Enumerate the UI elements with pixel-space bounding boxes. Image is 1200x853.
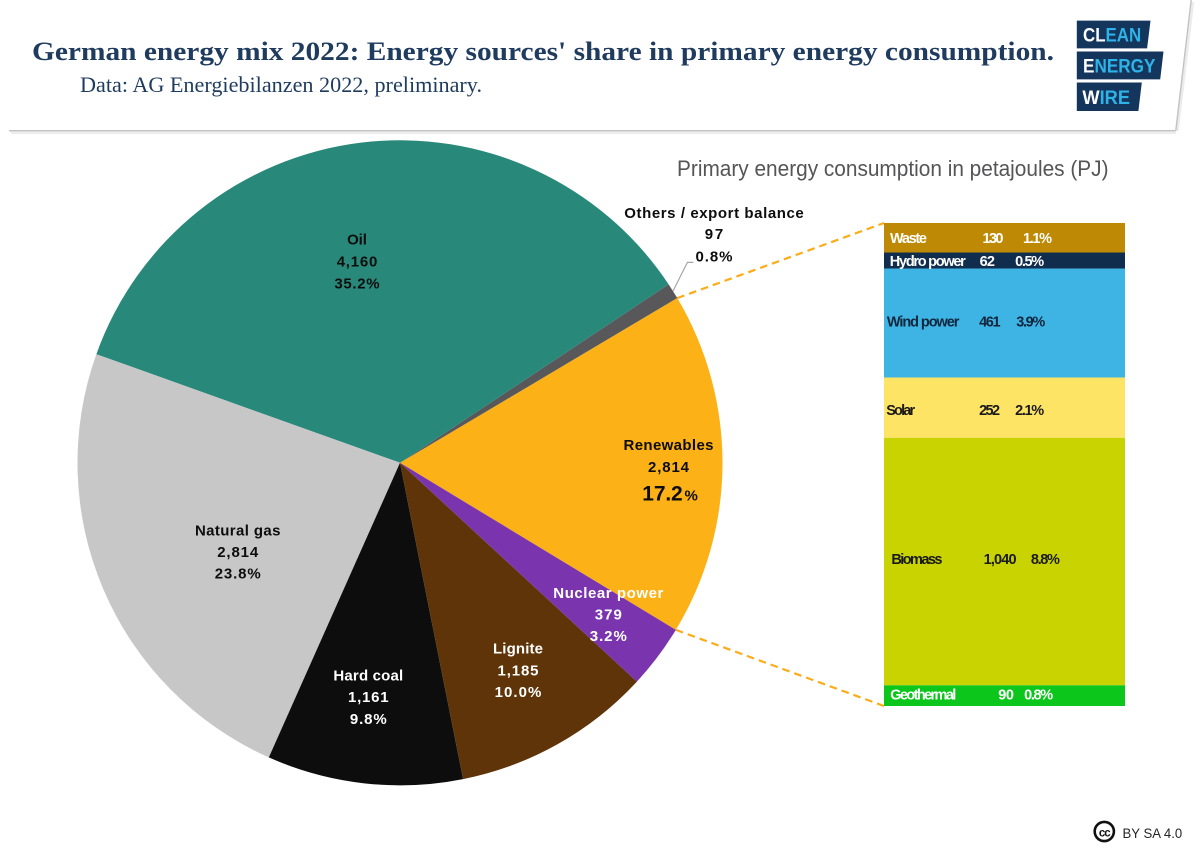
svg-text:461: 461	[979, 315, 1001, 331]
svg-text:1,185: 1,185	[498, 662, 539, 679]
svg-text:Waste: Waste	[890, 231, 927, 247]
svg-text:1.1%: 1.1%	[1023, 231, 1052, 247]
svg-text:Biomass: Biomass	[891, 552, 942, 568]
svg-text:3.2%: 3.2%	[590, 628, 627, 645]
svg-text:Hydro power: Hydro power	[890, 254, 966, 270]
svg-text:Primary energy consumption in: Primary energy consumption in petajoules…	[677, 156, 1109, 181]
svg-text:1,161: 1,161	[348, 689, 389, 706]
svg-text:17.2: 17.2	[642, 482, 682, 505]
svg-text:Natural gas: Natural gas	[195, 522, 281, 539]
svg-text:35.2%: 35.2%	[334, 275, 379, 292]
svg-text:379: 379	[595, 607, 622, 624]
svg-text:130: 130	[983, 231, 1004, 247]
svg-text:Nuclear power: Nuclear power	[553, 585, 663, 602]
svg-text:3.9%: 3.9%	[1016, 315, 1045, 331]
svg-text:Data: AG Energiebilanzen 2022,: Data: AG Energiebilanzen 2022, prelimina…	[80, 72, 482, 97]
svg-text:90: 90	[998, 688, 1014, 704]
svg-text:10.0%: 10.0%	[495, 684, 542, 701]
svg-text:97: 97	[705, 226, 724, 243]
svg-text:German energy mix 2022: Energy: German energy mix 2022: Energy sources' …	[32, 37, 1054, 66]
svg-text:ENERGY: ENERGY	[1083, 56, 1155, 78]
svg-text:2.1%: 2.1%	[1015, 403, 1044, 419]
svg-text:0.8%: 0.8%	[696, 248, 733, 265]
svg-text:Wind power: Wind power	[887, 315, 960, 331]
svg-text:62: 62	[980, 254, 995, 270]
svg-text:Hard coal: Hard coal	[333, 667, 403, 684]
svg-text:BY SA 4.0: BY SA 4.0	[1123, 826, 1183, 841]
svg-text:%: %	[685, 487, 698, 504]
svg-text:0.8%: 0.8%	[1024, 688, 1053, 704]
svg-text:Oil: Oil	[347, 231, 367, 248]
svg-text:Others / export balance: Others / export balance	[624, 205, 804, 222]
svg-text:0.5%: 0.5%	[1015, 254, 1044, 270]
svg-text:2,814: 2,814	[217, 544, 259, 561]
svg-text:cc: cc	[1099, 827, 1111, 839]
svg-text:2,814: 2,814	[648, 459, 690, 476]
svg-text:252: 252	[979, 403, 1000, 419]
svg-text:9.8%: 9.8%	[350, 711, 387, 728]
svg-text:WIRE: WIRE	[1082, 87, 1130, 109]
svg-text:4,160: 4,160	[337, 253, 378, 270]
svg-text:Geothermal: Geothermal	[890, 688, 956, 704]
svg-text:CLEAN: CLEAN	[1083, 25, 1141, 47]
svg-text:1,040: 1,040	[984, 552, 1017, 568]
svg-text:Renewables: Renewables	[624, 437, 714, 454]
svg-text:Lignite: Lignite	[493, 641, 543, 658]
svg-text:Solar: Solar	[886, 403, 915, 419]
svg-text:23.8%: 23.8%	[215, 566, 261, 583]
svg-text:8.8%: 8.8%	[1031, 552, 1060, 568]
